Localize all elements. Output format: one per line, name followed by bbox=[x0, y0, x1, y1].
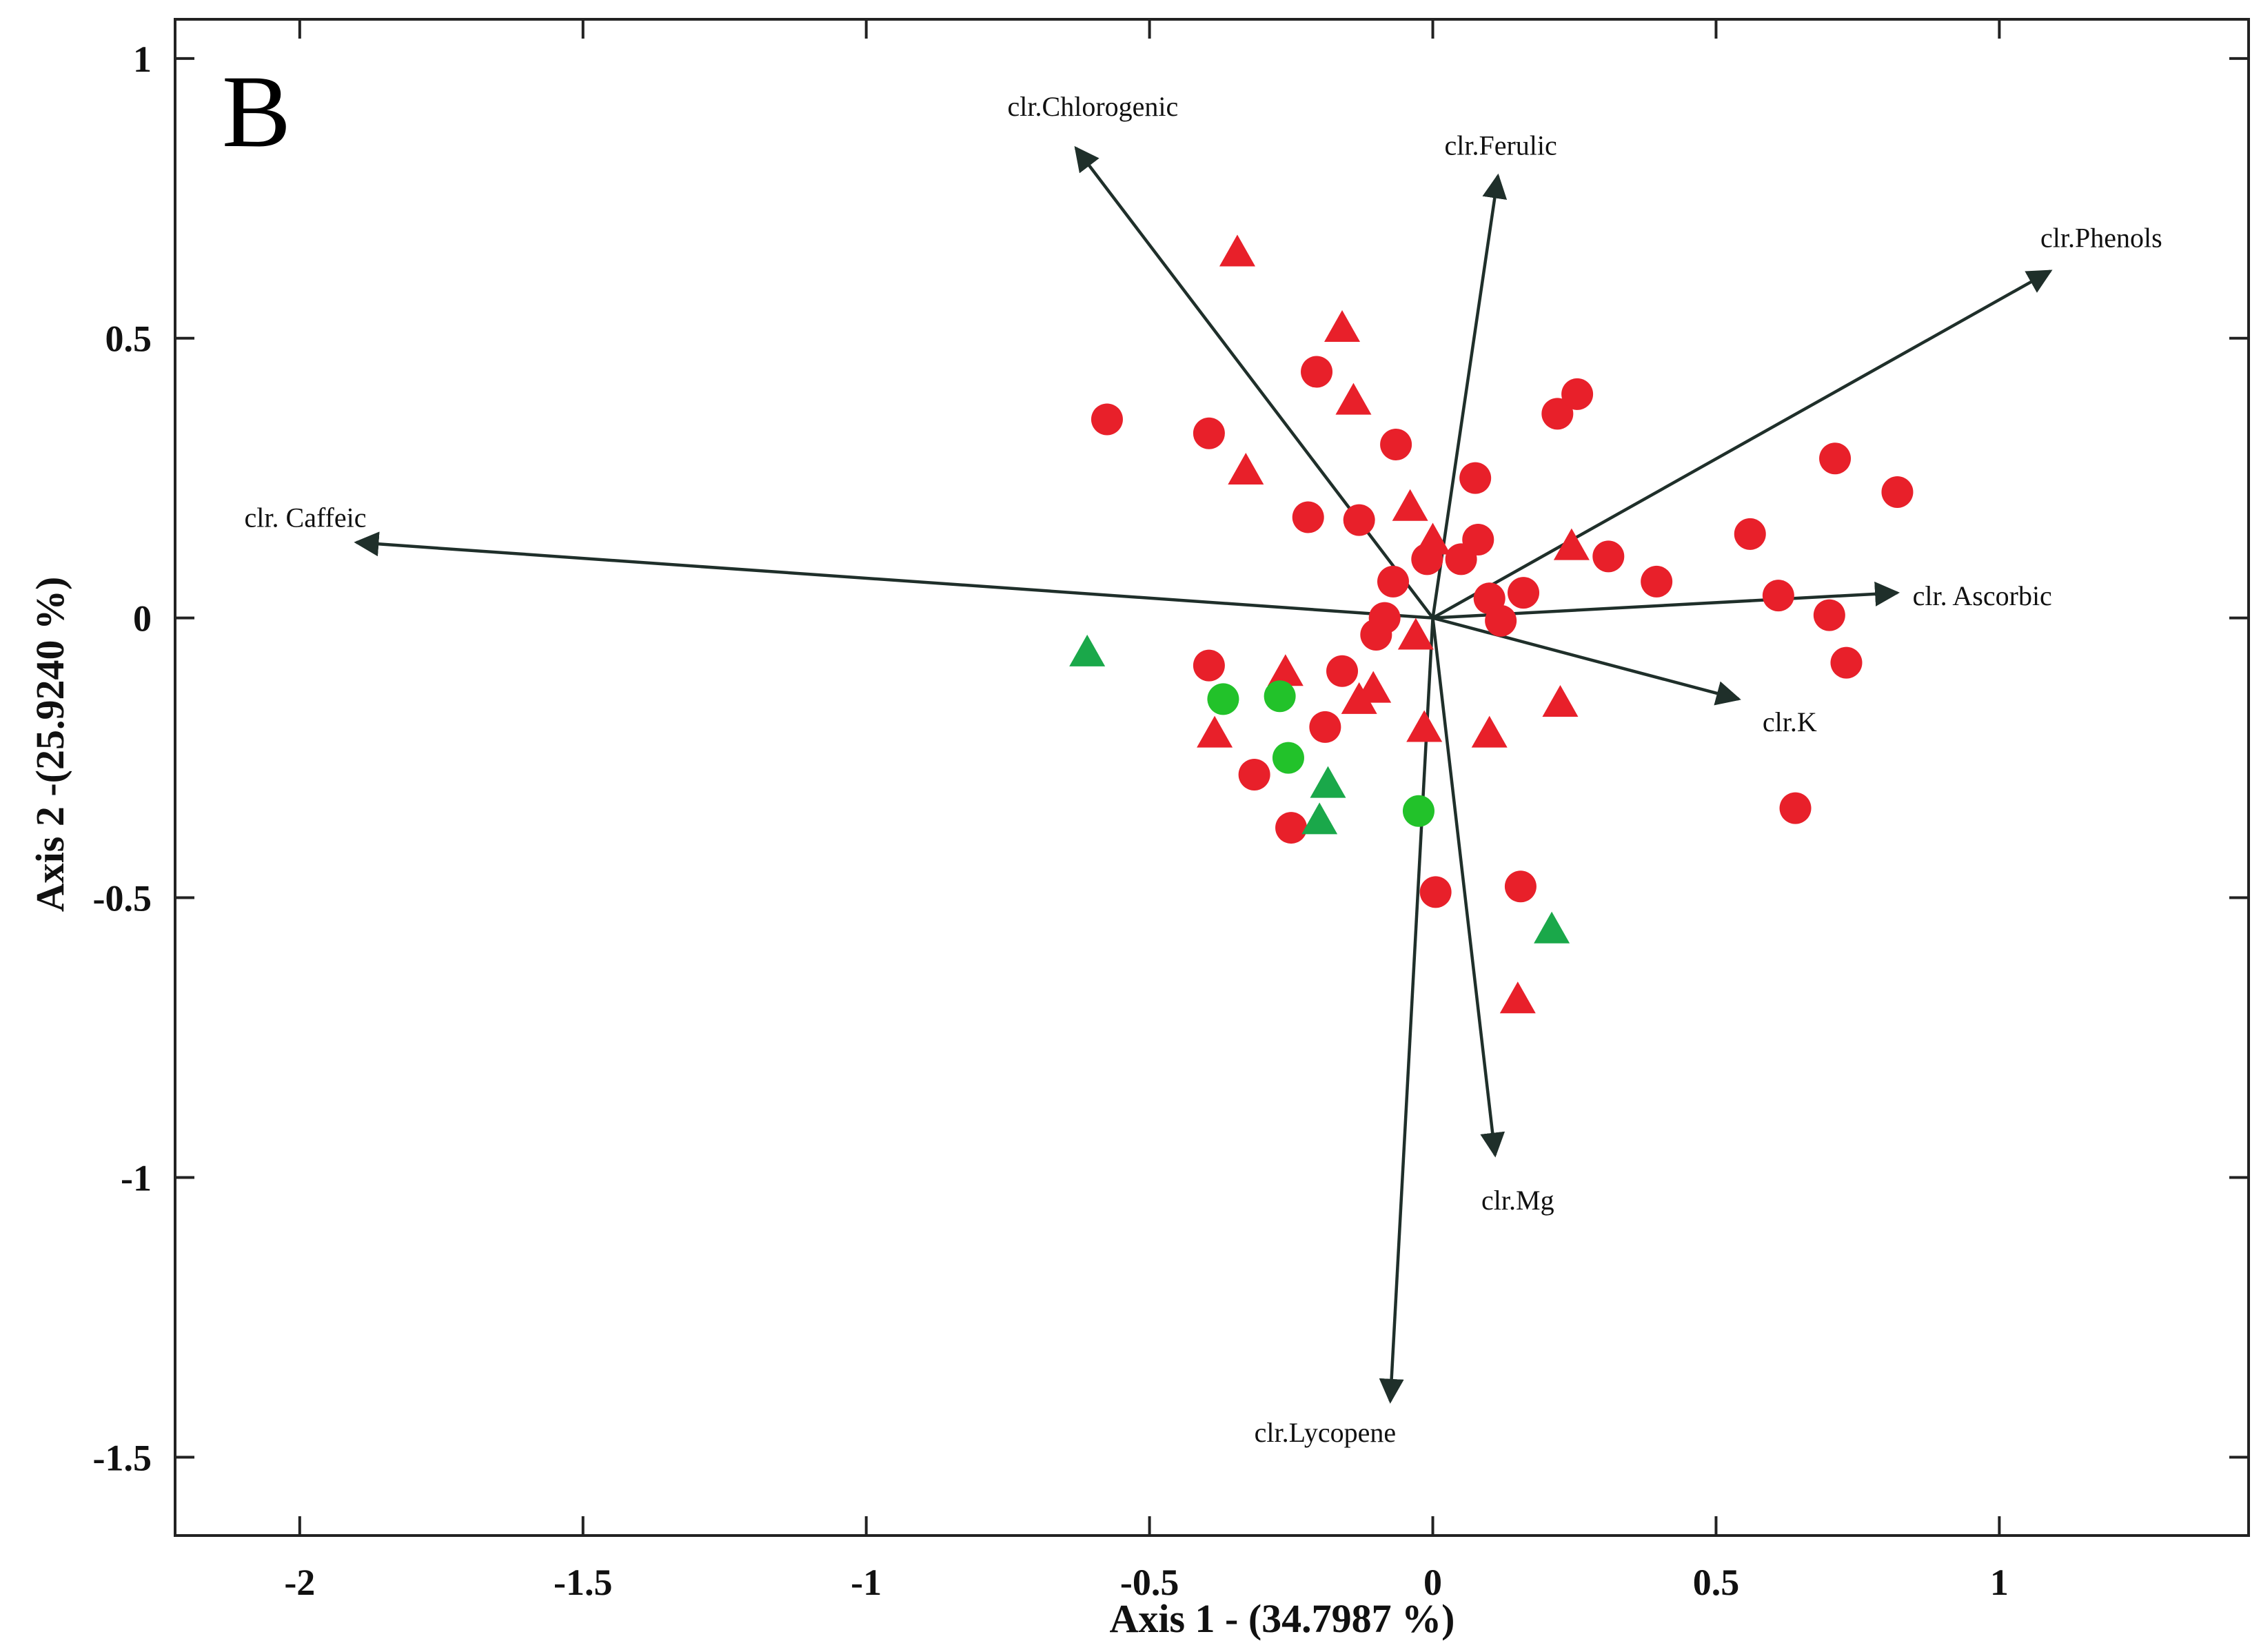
vector-label: clr.Chlorogenic bbox=[1008, 91, 1179, 122]
red-circle-point bbox=[1541, 398, 1574, 430]
vector-label: clr.Mg bbox=[1481, 1185, 1554, 1216]
red-circle-point bbox=[1292, 501, 1324, 533]
green-circle-point bbox=[1207, 683, 1239, 715]
red-triangle-point bbox=[1335, 383, 1372, 415]
vector-arrow bbox=[1431, 618, 1505, 1158]
y-tick-label: -1.5 bbox=[93, 1437, 152, 1478]
x-tick-label: -2 bbox=[284, 1562, 315, 1603]
green-circle-point bbox=[1272, 742, 1304, 774]
y-tick-label: 0.5 bbox=[105, 318, 152, 360]
green-circle-point bbox=[1402, 795, 1434, 827]
red-circle-point bbox=[1238, 758, 1270, 791]
y-tick-label: 0 bbox=[133, 598, 152, 640]
red-circle-point bbox=[1419, 876, 1452, 908]
vector-label: clr.K bbox=[1763, 706, 1817, 737]
red-circle-point bbox=[1360, 618, 1392, 651]
y-tick-label: -1 bbox=[121, 1157, 152, 1199]
red-circle-point bbox=[1343, 504, 1375, 536]
x-tick-label: -1.5 bbox=[554, 1562, 612, 1603]
panel-label: B bbox=[222, 54, 291, 169]
red-circle-point bbox=[1504, 870, 1537, 903]
vector-label: clr.Lycopene bbox=[1255, 1417, 1396, 1448]
x-tick-label: 0 bbox=[1423, 1562, 1442, 1603]
plot-frame bbox=[174, 18, 2250, 1537]
red-circle-point bbox=[1309, 711, 1341, 743]
vector-arrow bbox=[1432, 269, 2053, 620]
red-circle-point bbox=[1762, 580, 1794, 612]
red-circle-point bbox=[1380, 428, 1412, 460]
red-triangle-point bbox=[1542, 684, 1579, 717]
red-circle-point bbox=[1508, 577, 1540, 609]
green-triangle-point bbox=[1310, 766, 1346, 798]
red-triangle-point bbox=[1392, 489, 1428, 521]
red-triangle-point bbox=[1553, 528, 1590, 560]
red-circle-point bbox=[1275, 812, 1308, 844]
red-triangle-point bbox=[1406, 710, 1443, 742]
red-circle-point bbox=[1819, 442, 1852, 475]
red-circle-point bbox=[1641, 565, 1673, 598]
red-circle-point bbox=[1326, 655, 1359, 687]
loading-vectors: clr.Chlorogenic clr.Ferulic clr.Phenols clr… bbox=[245, 91, 2162, 1448]
red-circle-point bbox=[1193, 649, 1225, 682]
axis-ticks: -2 -1.5 -1 -0.5 0 0.5 1 1 0.5 0 -0.5 -1 -1.5 bbox=[93, 19, 2249, 1603]
red-circle-point bbox=[1830, 646, 1863, 679]
red-circle-point bbox=[1734, 518, 1766, 550]
vector-label: clr.Phenols bbox=[2040, 223, 2162, 254]
vector-label: clr.Ferulic bbox=[1445, 130, 1557, 161]
x-tick-label: 0.5 bbox=[1693, 1562, 1740, 1603]
red-triangle-point bbox=[1324, 310, 1361, 343]
red-circle-point bbox=[1377, 565, 1409, 598]
red-triangle-point bbox=[1415, 522, 1451, 555]
red-circle-point bbox=[1881, 476, 1914, 508]
red-circle-point bbox=[1193, 417, 1225, 449]
x-tick-label: -1 bbox=[851, 1562, 882, 1603]
y-tick-label: 1 bbox=[133, 39, 152, 80]
data-points bbox=[1069, 234, 1914, 1014]
x-tick-label: 1 bbox=[1990, 1562, 2009, 1603]
red-triangle-point bbox=[1219, 234, 1255, 267]
red-circle-point bbox=[1779, 792, 1812, 824]
green-triangle-point bbox=[1534, 911, 1570, 944]
y-tick-label: -0.5 bbox=[93, 878, 152, 919]
red-triangle-point bbox=[1197, 715, 1233, 748]
green-triangle-point bbox=[1069, 634, 1106, 666]
y-axis-title: Axis 2 -(25.9240 %) bbox=[28, 577, 72, 912]
red-circle-point bbox=[1091, 403, 1123, 436]
vector-arrow bbox=[354, 531, 1433, 620]
x-axis-title: Axis 1 - (34.7987 %) bbox=[1109, 1596, 1454, 1641]
red-circle-point bbox=[1561, 378, 1594, 410]
red-circle-point bbox=[1813, 599, 1845, 631]
red-triangle-point bbox=[1228, 453, 1264, 485]
red-circle-point bbox=[1485, 604, 1517, 637]
red-circle-point bbox=[1301, 356, 1333, 388]
vector-arrow bbox=[1074, 145, 1434, 619]
vector-arrow bbox=[1432, 616, 1741, 706]
vector-label: clr. Ascorbic bbox=[1913, 580, 2052, 611]
red-triangle-point bbox=[1471, 715, 1508, 748]
red-triangle-point bbox=[1341, 682, 1377, 714]
red-circle-point bbox=[1592, 540, 1625, 573]
vector-arrow bbox=[1379, 618, 1434, 1404]
red-circle-point bbox=[1459, 462, 1492, 494]
red-triangle-point bbox=[1267, 654, 1304, 686]
red-triangle-point bbox=[1397, 618, 1434, 650]
red-circle-point bbox=[1445, 543, 1477, 575]
green-triangle-point bbox=[1301, 802, 1338, 835]
red-triangle-point bbox=[1499, 981, 1536, 1014]
green-circle-point bbox=[1264, 680, 1296, 713]
x-tick-label: -0.5 bbox=[1120, 1562, 1179, 1603]
vector-label: clr. Caffeic bbox=[245, 502, 367, 533]
